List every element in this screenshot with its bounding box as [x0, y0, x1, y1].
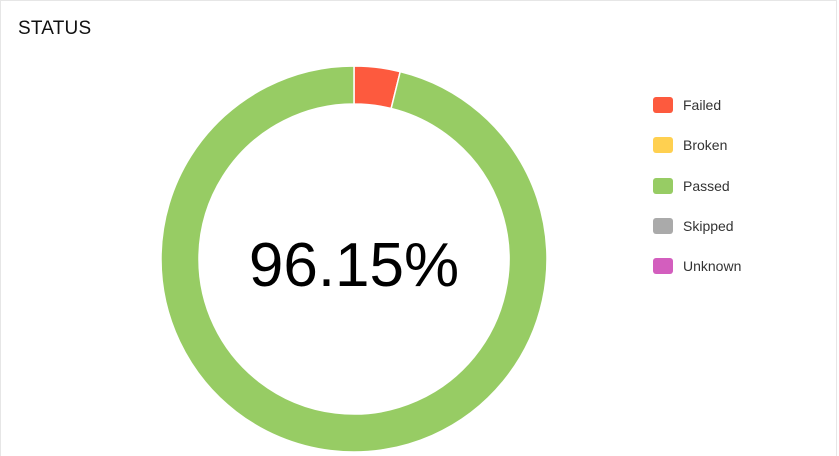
legend-swatch-unknown: [653, 258, 673, 275]
legend-item-passed[interactable]: Passed: [653, 177, 741, 195]
legend-label-passed: Passed: [683, 177, 730, 194]
slice-passed[interactable]: [160, 65, 548, 453]
legend-item-skipped[interactable]: Skipped: [653, 217, 741, 235]
legend-label-broken: Broken: [683, 137, 728, 154]
legend-swatch-failed: [653, 97, 673, 113]
legend-swatch-broken: [653, 137, 673, 154]
legend-label-unknown: Unknown: [683, 258, 742, 275]
legend-item-unknown[interactable]: Unknown: [653, 257, 741, 275]
center-percentage-label: 96.15%: [249, 231, 459, 300]
legend-item-broken[interactable]: Broken: [653, 136, 741, 154]
legend-item-failed[interactable]: Failed: [653, 96, 741, 114]
chart-legend: Failed Broken Passed Skipped Unknown: [653, 96, 741, 297]
donut-slices: [160, 65, 548, 453]
legend-swatch-passed: [653, 177, 673, 194]
legend-swatch-skipped: [653, 217, 673, 234]
legend-label-failed: Failed: [683, 97, 722, 113]
widget-title: STATUS: [18, 18, 92, 39]
legend-label-skipped: Skipped: [683, 217, 734, 234]
